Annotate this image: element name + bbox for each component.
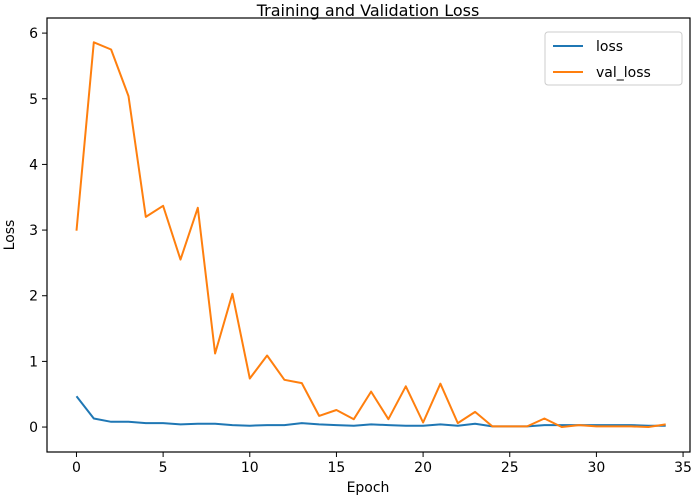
x-axis-label: Epoch — [347, 480, 390, 495]
legend-label-loss: loss — [596, 39, 623, 55]
y-tick-label: 1 — [29, 354, 38, 370]
legend: loss val_loss — [544, 31, 683, 86]
y-tick-label: 3 — [29, 223, 38, 239]
y-tick-label: 4 — [29, 157, 38, 173]
x-tick-label: 35 — [674, 460, 692, 476]
y-tick-label: 0 — [29, 420, 38, 436]
x-tick-label: 30 — [587, 460, 605, 476]
y-tick-label: 5 — [29, 92, 38, 108]
y-tick-label: 2 — [29, 289, 38, 305]
legend-label-val_loss: val_loss — [596, 65, 651, 81]
x-tick-label: 10 — [241, 460, 259, 476]
series-line-loss — [75, 395, 666, 428]
y-axis-label: Loss — [2, 220, 18, 251]
x-tick-label: 0 — [72, 460, 81, 476]
chart-title: Training and Validation Loss — [256, 1, 480, 20]
x-tick-label: 5 — [159, 460, 168, 476]
y-tick-label: 6 — [29, 26, 38, 42]
series-line-val_loss — [75, 41, 666, 428]
x-tick-label: 20 — [414, 460, 432, 476]
x-tick-label: 15 — [328, 460, 346, 476]
x-tick-label: 25 — [501, 460, 519, 476]
plot-frame — [46, 17, 691, 453]
